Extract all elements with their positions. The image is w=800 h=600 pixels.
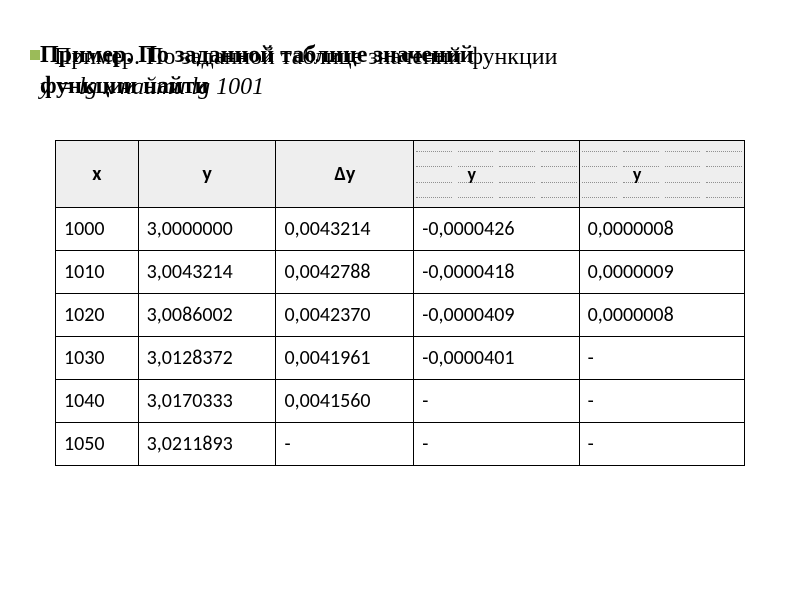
cell: -	[579, 337, 744, 380]
col-d3y: y	[579, 141, 744, 208]
table-header-row: x y Δy y	[56, 141, 745, 208]
col-d2y-label: y	[468, 163, 477, 185]
cell: 1000	[56, 208, 139, 251]
cell: 3,0043214	[138, 251, 276, 294]
bullet-icon	[30, 50, 40, 60]
col-d3y-label: y	[633, 163, 642, 185]
col-d2y: y	[414, 141, 579, 208]
cell: 1030	[56, 337, 139, 380]
table-row: 1010 3,0043214 0,0042788 -0,0000418 0,00…	[56, 251, 745, 294]
cell: 3,0170333	[138, 380, 276, 423]
cell: -0,0000418	[414, 251, 579, 294]
cell: 1040	[56, 380, 139, 423]
cell: -	[414, 380, 579, 423]
cell: 3,0211893	[138, 423, 276, 466]
cell: 1010	[56, 251, 139, 294]
col-x: x	[56, 141, 139, 208]
title-layer-3: y = lg x найти lg 1001	[40, 72, 264, 103]
cell: 0,0041560	[276, 380, 414, 423]
ghost-overlay-2	[582, 143, 742, 205]
cell: -0,0000409	[414, 294, 579, 337]
cell: -	[414, 423, 579, 466]
cell: 0,0043214	[276, 208, 414, 251]
table-row: 1020 3,0086002 0,0042370 -0,0000409 0,00…	[56, 294, 745, 337]
table-row: 1040 3,0170333 0,0041560 - -	[56, 380, 745, 423]
col-dy: Δy	[276, 141, 414, 208]
cell: 0,0000008	[579, 294, 744, 337]
col-y: y	[138, 141, 276, 208]
cell: 0,0042788	[276, 251, 414, 294]
cell: 0,0000009	[579, 251, 744, 294]
cell: 3,0086002	[138, 294, 276, 337]
data-table: x y Δy y	[55, 140, 745, 466]
cell: 0,0000008	[579, 208, 744, 251]
cell: 1050	[56, 423, 139, 466]
table-row: 1000 3,0000000 0,0043214 -0,0000426 0,00…	[56, 208, 745, 251]
table-body: 1000 3,0000000 0,0043214 -0,0000426 0,00…	[56, 208, 745, 466]
cell: 1020	[56, 294, 139, 337]
table-row: 1030 3,0128372 0,0041961 -0,0000401 -	[56, 337, 745, 380]
cell: -	[579, 380, 744, 423]
cell: 3,0128372	[138, 337, 276, 380]
cell: -	[579, 423, 744, 466]
cell: 3,0000000	[138, 208, 276, 251]
title-layer-2: Пример. По заданной таблице значений фун…	[54, 42, 558, 73]
table-row: 1050 3,0211893 - - -	[56, 423, 745, 466]
cell: -	[276, 423, 414, 466]
data-table-wrap: x y Δy y	[55, 140, 745, 466]
cell: 0,0042370	[276, 294, 414, 337]
cell: -0,0000426	[414, 208, 579, 251]
ghost-overlay-1	[416, 143, 576, 205]
cell: -0,0000401	[414, 337, 579, 380]
cell: 0,0041961	[276, 337, 414, 380]
